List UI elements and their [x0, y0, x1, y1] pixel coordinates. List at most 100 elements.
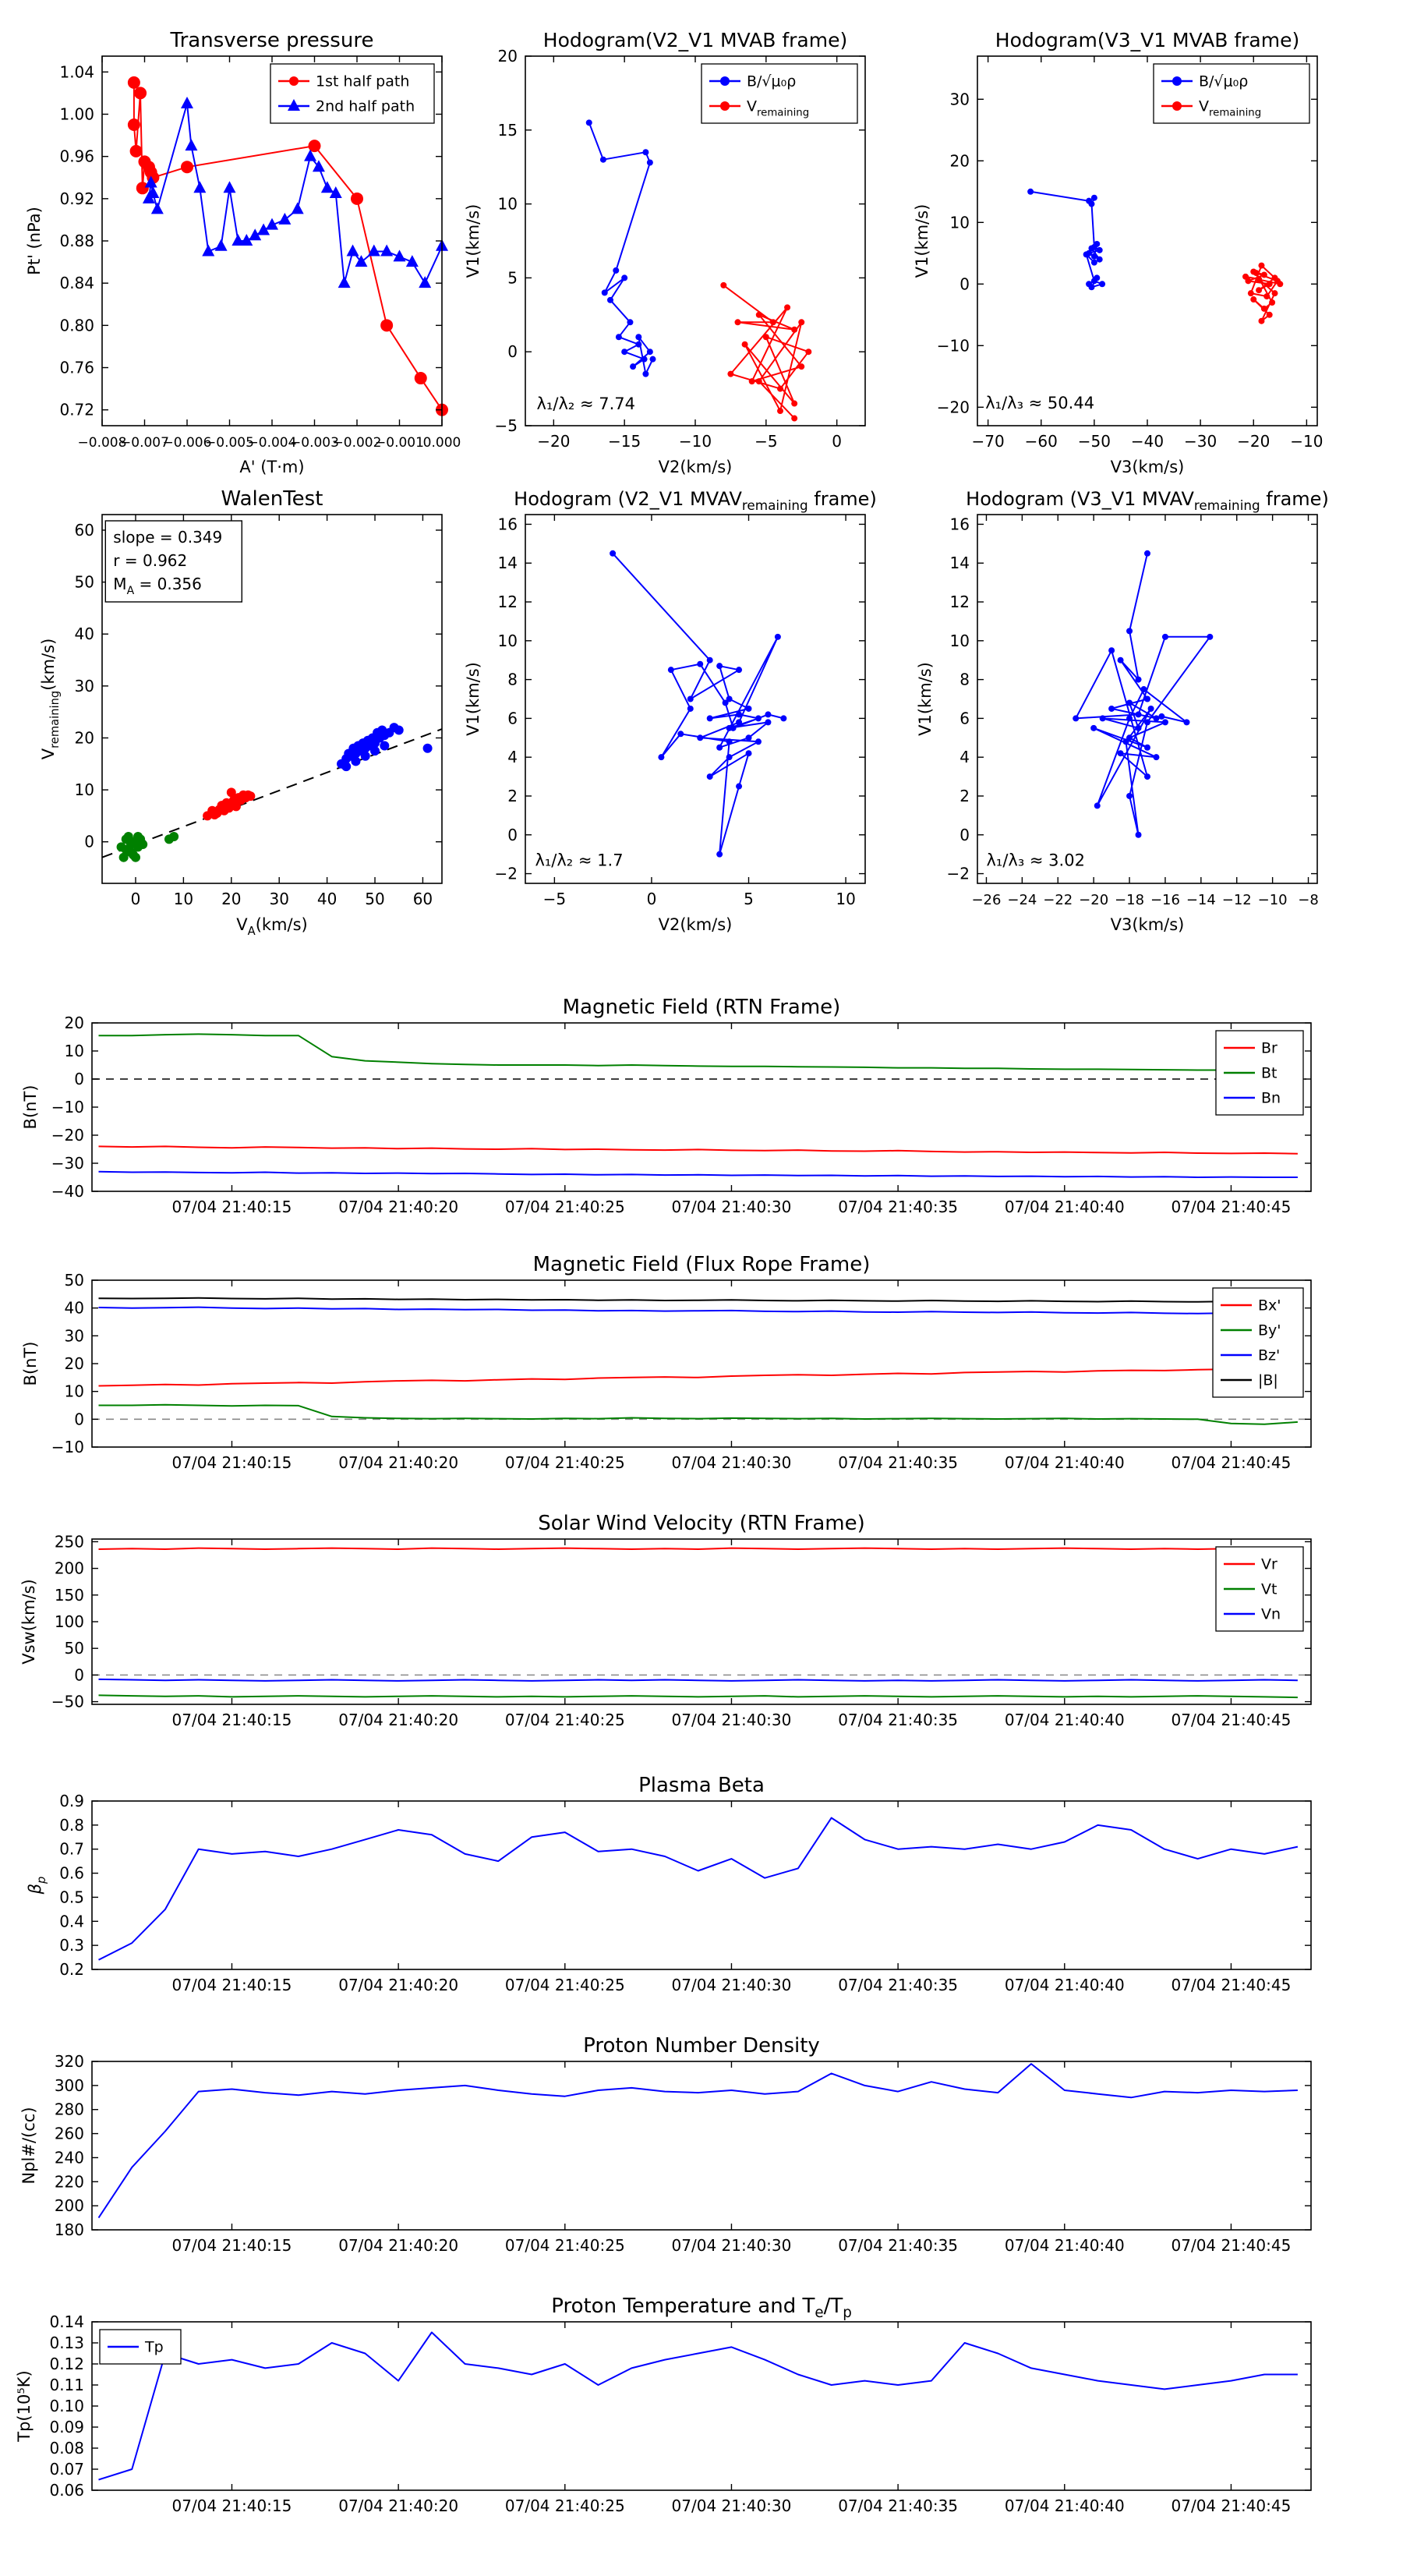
- legend-label: Bt: [1261, 1065, 1277, 1082]
- series-marker: [1108, 647, 1115, 654]
- y-tick-label: 6: [959, 709, 970, 727]
- y-tick-label: 20: [950, 151, 970, 170]
- series-marker: [1258, 317, 1265, 324]
- chart-plasma-beta: 07/04 21:40:15 07/04 21:40:20 07/04 21:40:…: [26, 1774, 1312, 1994]
- y-tick-label: 20: [65, 1014, 84, 1032]
- x-tick-label: −10: [1258, 892, 1288, 908]
- y-tick-label: 10: [65, 1042, 84, 1060]
- series-marker: [1094, 274, 1101, 281]
- x-tick-label: 07/04 21:40:40: [1005, 1976, 1125, 1994]
- x-tick-label: 07/04 21:40:40: [1005, 1198, 1125, 1216]
- series-marker: [405, 255, 419, 267]
- chart-title: WalenTest: [221, 487, 323, 511]
- x-tick-label: 30: [269, 890, 288, 908]
- x-tick-label: −24: [1007, 892, 1037, 908]
- y-tick-label: 0.14: [49, 2312, 84, 2331]
- legend-label: Bn: [1261, 1090, 1281, 1107]
- series-marker: [642, 149, 649, 156]
- y-tick-label: 50: [65, 1271, 84, 1290]
- x-tick-label: 07/04 21:40:20: [338, 1453, 458, 1472]
- series-marker: [755, 738, 762, 745]
- series-marker: [1266, 281, 1273, 288]
- series-marker: [726, 695, 733, 702]
- series-marker: [798, 363, 805, 370]
- x-tick-label: 07/04 21:40:15: [172, 1976, 292, 1994]
- x-tick-label: 07/04 21:40:45: [1172, 2236, 1292, 2255]
- series-marker: [774, 633, 781, 640]
- x-tick-label: −0.003: [290, 435, 339, 451]
- series-marker: [341, 762, 352, 772]
- x-axis-label: V2(km/s): [659, 915, 733, 934]
- series-marker: [380, 741, 390, 751]
- annotation-text: λ₁/λ₂ ≈ 1.7: [535, 851, 623, 870]
- x-tick-label: 07/04 21:40:25: [505, 1711, 625, 1729]
- legend: B/√μ₀ρ Vremaining: [1153, 63, 1310, 124]
- y-tick-label: 0.76: [59, 359, 94, 377]
- series-line: [98, 1694, 1298, 1699]
- series-marker: [687, 695, 694, 702]
- series-marker: [1096, 256, 1103, 263]
- y-tick-label: 50: [65, 1639, 84, 1658]
- x-tick-label: −12: [1222, 892, 1252, 908]
- series-line: [612, 553, 784, 855]
- series-marker: [607, 296, 613, 303]
- series-marker: [419, 276, 432, 288]
- series-line: [98, 1403, 1298, 1425]
- plot-border: [525, 514, 866, 884]
- chart-title: Hodogram (V3_V1 MVAVremaining frame): [966, 488, 1329, 513]
- series-marker: [266, 218, 278, 230]
- series-line: [101, 728, 443, 858]
- legend: Vr Vt Vn: [1215, 1546, 1304, 1632]
- annotation-box: [104, 520, 242, 603]
- y-tick-label: 20: [498, 47, 518, 65]
- x-tick-label: 07/04 21:40:30: [672, 2236, 792, 2255]
- series-marker: [380, 319, 394, 332]
- series-marker: [223, 181, 236, 193]
- legend-label: 1st half path: [316, 73, 409, 90]
- x-axis-label: V3(km/s): [1111, 458, 1185, 476]
- x-tick-label: 60: [413, 890, 433, 908]
- series-marker: [129, 144, 143, 157]
- series-marker: [736, 667, 743, 674]
- series-marker: [380, 244, 394, 257]
- y-tick-label: −5: [495, 416, 518, 435]
- chart-hodogram-v2v1-mvab: −20 −15 −10 −5 0 −5 0 5 10 15 20 Hodogram(V2_V1 MVA…: [464, 29, 866, 476]
- series-marker: [226, 787, 236, 798]
- y-tick-label: −20: [51, 1126, 84, 1145]
- x-tick-label: −5: [755, 432, 777, 451]
- series-marker: [346, 244, 359, 257]
- y-axis-label: V1(km/s): [464, 662, 482, 736]
- x-tick-label: −30: [1184, 432, 1217, 451]
- series-marker: [1207, 633, 1214, 640]
- y-tick-label: 0.06: [49, 2481, 84, 2500]
- x-tick-label: 07/04 21:40:30: [672, 1711, 792, 1729]
- series-marker: [1271, 290, 1278, 297]
- series-marker: [1242, 273, 1249, 280]
- series-marker: [1172, 101, 1182, 111]
- plot-border: [91, 1022, 1312, 1192]
- series-marker: [1256, 275, 1263, 282]
- x-tick-label: 07/04 21:40:35: [838, 1976, 958, 1994]
- x-tick-label: 07/04 21:40:40: [1005, 2496, 1125, 2515]
- series-marker: [1090, 724, 1097, 731]
- y-axis-label: V1(km/s): [464, 204, 482, 278]
- series-marker: [791, 415, 798, 422]
- legend-label: Vremaining: [1199, 98, 1261, 119]
- x-tick-label: −0.002: [333, 435, 382, 451]
- series-marker: [329, 186, 342, 199]
- legend-box: [701, 63, 858, 124]
- legend: Bx' By' Bz' |B|: [1212, 1287, 1304, 1398]
- legend-label: |B|: [1258, 1372, 1278, 1389]
- series-marker: [1277, 281, 1284, 288]
- series-marker: [777, 408, 783, 415]
- series-marker: [370, 746, 380, 756]
- x-tick-label: 50: [365, 890, 384, 908]
- y-tick-label: 16: [498, 515, 518, 533]
- chart-walen-test: 0 10 20 30 40 50 60 0 10 20 30 40 50 60 WalenTest VA(km…: [39, 487, 443, 938]
- y-tick-label: 0.7: [59, 1840, 84, 1859]
- series-marker: [646, 159, 653, 166]
- series-marker: [308, 140, 321, 153]
- x-tick-label: −15: [608, 432, 641, 451]
- series-marker: [1090, 259, 1097, 266]
- series-marker: [1094, 240, 1101, 247]
